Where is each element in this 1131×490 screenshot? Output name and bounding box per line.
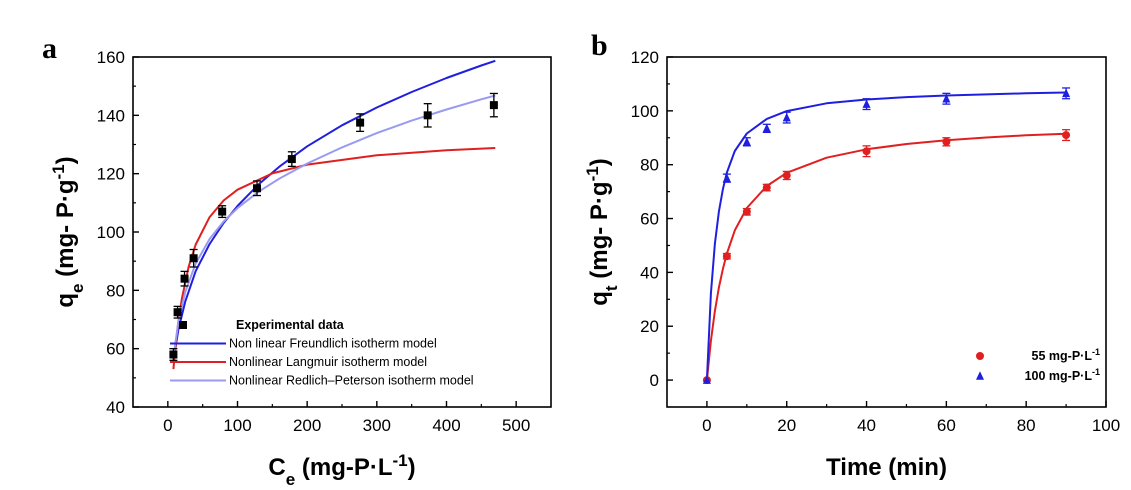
y-tick-label: 60 xyxy=(640,210,659,229)
data-point xyxy=(742,137,751,146)
data-point xyxy=(702,375,711,384)
y-tick-label: 60 xyxy=(106,340,125,359)
legend-marker xyxy=(179,321,187,329)
legend-label: 55 mg-P·L-1 xyxy=(1032,347,1100,363)
series-line-1-2 xyxy=(705,132,1067,381)
y-tick-label: 160 xyxy=(97,48,125,67)
plot-frame xyxy=(666,56,1107,408)
data-point xyxy=(218,207,227,216)
data-point xyxy=(782,171,791,180)
legend-label: 100 mg-P·L-1 xyxy=(1025,367,1100,383)
data-point xyxy=(423,111,432,120)
y-tick-label: 100 xyxy=(631,102,659,121)
x-tick-label: 500 xyxy=(502,416,530,435)
x-axis-title: Time (min) xyxy=(826,454,947,481)
data-point xyxy=(287,155,296,164)
data-point xyxy=(189,254,198,263)
data-point xyxy=(862,147,871,156)
x-tick-label: 80 xyxy=(1017,416,1036,435)
series-line-1-3 xyxy=(705,91,1067,381)
x-tick-label: 100 xyxy=(223,416,251,435)
data-point xyxy=(942,93,951,103)
x-tick-label: 100 xyxy=(1092,416,1120,435)
data-point xyxy=(356,118,365,127)
y-tick-label: 0 xyxy=(650,371,659,390)
y-axis-title: qe (mg- P·g-1) xyxy=(49,156,87,307)
x-axis-title: Ce (mg-P·L-1) xyxy=(268,451,415,489)
data-point xyxy=(253,184,262,193)
legend-label: Nonlinear Langmuir isotherm model xyxy=(229,355,427,369)
y-axis-title: qt (mg- P·g-1) xyxy=(583,158,621,305)
x-tick-label: 400 xyxy=(432,416,460,435)
x-tick-label: 300 xyxy=(363,416,391,435)
data-point xyxy=(742,207,751,216)
data-point xyxy=(722,173,731,182)
data-point xyxy=(1062,131,1071,140)
y-tick-label: 40 xyxy=(106,398,125,417)
x-tick-label: 0 xyxy=(163,416,172,435)
y-tick-label: 80 xyxy=(640,156,659,175)
data-point xyxy=(169,350,178,359)
y-tick-label: 20 xyxy=(640,317,659,336)
data-point xyxy=(942,137,951,146)
legend-label: Experimental data xyxy=(236,318,345,332)
data-point xyxy=(782,112,791,122)
legend-label: Nonlinear Redlich–Peterson isotherm mode… xyxy=(229,374,474,388)
data-point xyxy=(173,308,182,317)
y-tick-label: 140 xyxy=(97,106,125,125)
x-tick-label: 40 xyxy=(857,416,876,435)
data-point xyxy=(489,101,498,110)
data-point xyxy=(862,99,871,108)
x-tick-label: 20 xyxy=(777,416,796,435)
panel-label: b xyxy=(591,29,608,62)
legend-marker xyxy=(976,371,984,380)
data-point xyxy=(762,183,771,192)
x-tick-label: 60 xyxy=(937,416,956,435)
x-tick-label: 0 xyxy=(702,416,711,435)
y-tick-label: 80 xyxy=(106,281,125,300)
y-tick-label: 40 xyxy=(640,263,659,282)
data-point xyxy=(762,123,771,133)
data-point xyxy=(1062,88,1071,98)
panel-label: a xyxy=(42,32,57,65)
chart-panel-a: a 0 100 200 300 400 500 40 60 80 100 120 140 160 Ce (m… xyxy=(42,32,552,489)
legend-label: Non linear Freundlich isotherm model xyxy=(229,337,437,351)
chart-panel-b: b 0 20 40 60 80 100 0 20 40 60 80 100 120 Time (min) qt… xyxy=(583,29,1121,481)
data-point xyxy=(180,274,189,283)
data-point xyxy=(722,252,731,261)
y-tick-label: 120 xyxy=(631,48,659,67)
x-tick-label: 200 xyxy=(293,416,321,435)
y-tick-label: 120 xyxy=(97,165,125,184)
legend-marker xyxy=(976,352,984,360)
y-tick-label: 100 xyxy=(97,223,125,242)
